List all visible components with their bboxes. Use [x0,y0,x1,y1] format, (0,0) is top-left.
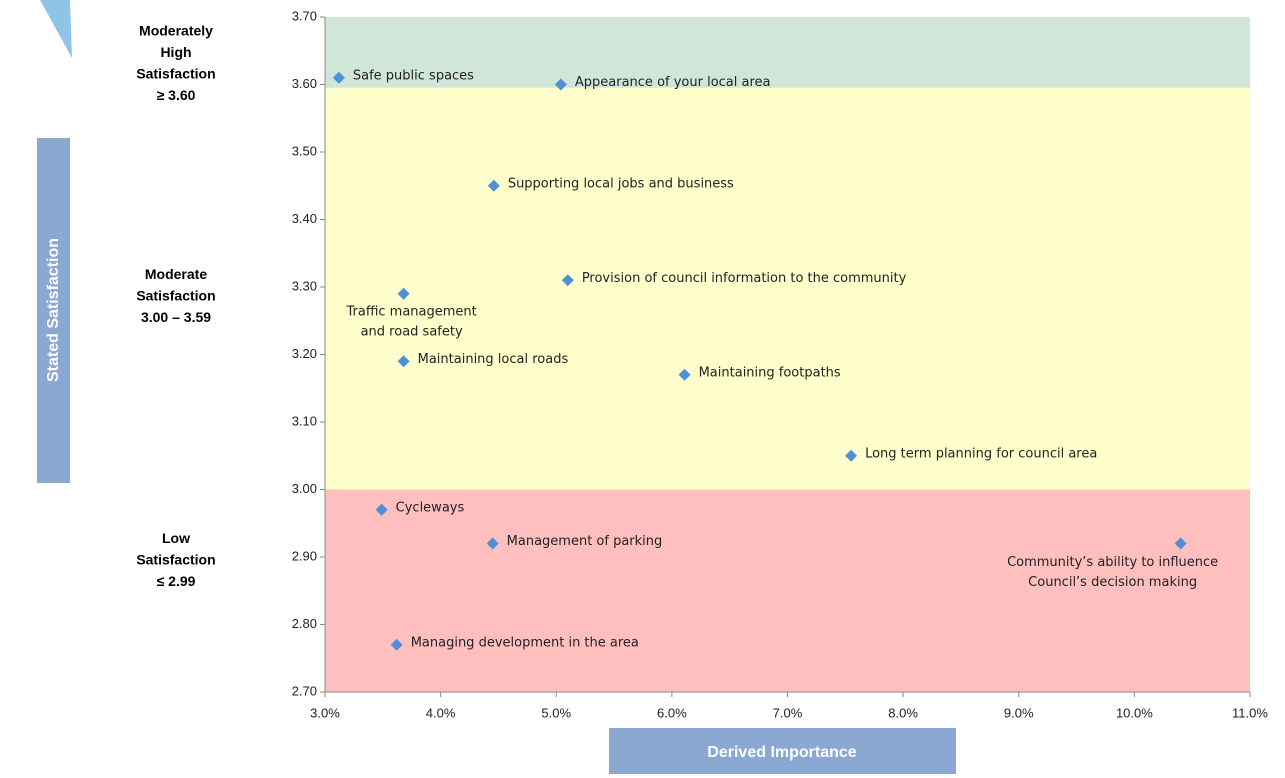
y-tick-label: 3.30 [292,278,317,293]
y-tick-label: 3.70 [292,8,317,23]
point-label: Traffic management [345,304,476,319]
band-label: Satisfaction [136,65,215,81]
logo-fragment [40,0,72,58]
y-tick-label: 3.20 [292,346,317,361]
point-label: Provision of council information to the … [582,271,907,286]
point [561,274,574,287]
y-tick-label: 2.70 [292,683,317,698]
point-label: Long term planning for council area [865,446,1097,461]
point-label: Appearance of your local area [575,75,771,90]
band-label: Satisfaction [136,288,215,304]
point-label: Cycleways [396,500,465,515]
y-tick-label: 3.60 [292,76,317,91]
point [487,179,500,192]
point-label: Maintaining local roads [418,352,569,367]
y-tick-label: 3.00 [292,481,317,496]
y-tick-label: 3.10 [292,413,317,428]
point-label: Managing development in the area [411,635,639,650]
band-label: Satisfaction [136,552,215,568]
band-label: Moderate [145,266,207,282]
band [325,17,1250,88]
band-label: Low [162,530,190,546]
point [397,355,410,368]
y-tick-label: 3.40 [292,211,317,226]
band [325,87,1250,490]
point [375,503,388,516]
y-tick-label: 3.50 [292,143,317,158]
point [486,537,499,550]
point-label: Maintaining footpaths [699,365,841,380]
x-tick-label: 10.0% [1116,705,1153,720]
x-tick-label: 7.0% [773,705,803,720]
y-axis-title: Stated Satisfaction [45,238,62,382]
band-label: ≥ 3.60 [157,87,196,103]
point [845,449,858,462]
band-label: Moderately [139,22,213,38]
point [332,71,345,84]
point-label: Community’s ability to influence [1007,555,1218,570]
y-tick-label: 2.90 [292,548,317,563]
x-tick-label: 4.0% [426,705,456,720]
x-tick-label: 9.0% [1004,705,1034,720]
band-label: ≤ 2.99 [157,573,196,589]
y-axis-title-box [37,138,70,483]
point-label: Safe public spaces [353,68,474,83]
band [325,489,1250,692]
point [1174,537,1187,550]
x-tick-label: 3.0% [310,705,340,720]
x-axis-title: Derived Importance [707,744,856,761]
point [554,78,567,91]
point [678,368,691,381]
point-label: and road safety [361,324,463,339]
point [397,287,410,300]
band-label: High [160,44,191,60]
x-tick-label: 6.0% [657,705,687,720]
point [390,638,403,651]
point-label: Supporting local jobs and business [508,176,734,191]
band-label: 3.00 – 3.59 [141,309,211,325]
x-tick-label: 11.0% [1232,705,1268,720]
y-tick-label: 2.80 [292,616,317,631]
point-label: Council’s decision making [1028,575,1197,590]
x-tick-label: 8.0% [888,705,918,720]
x-axis-title-box [609,728,956,774]
point-label: Management of parking [507,534,663,549]
x-tick-label: 5.0% [541,705,571,720]
